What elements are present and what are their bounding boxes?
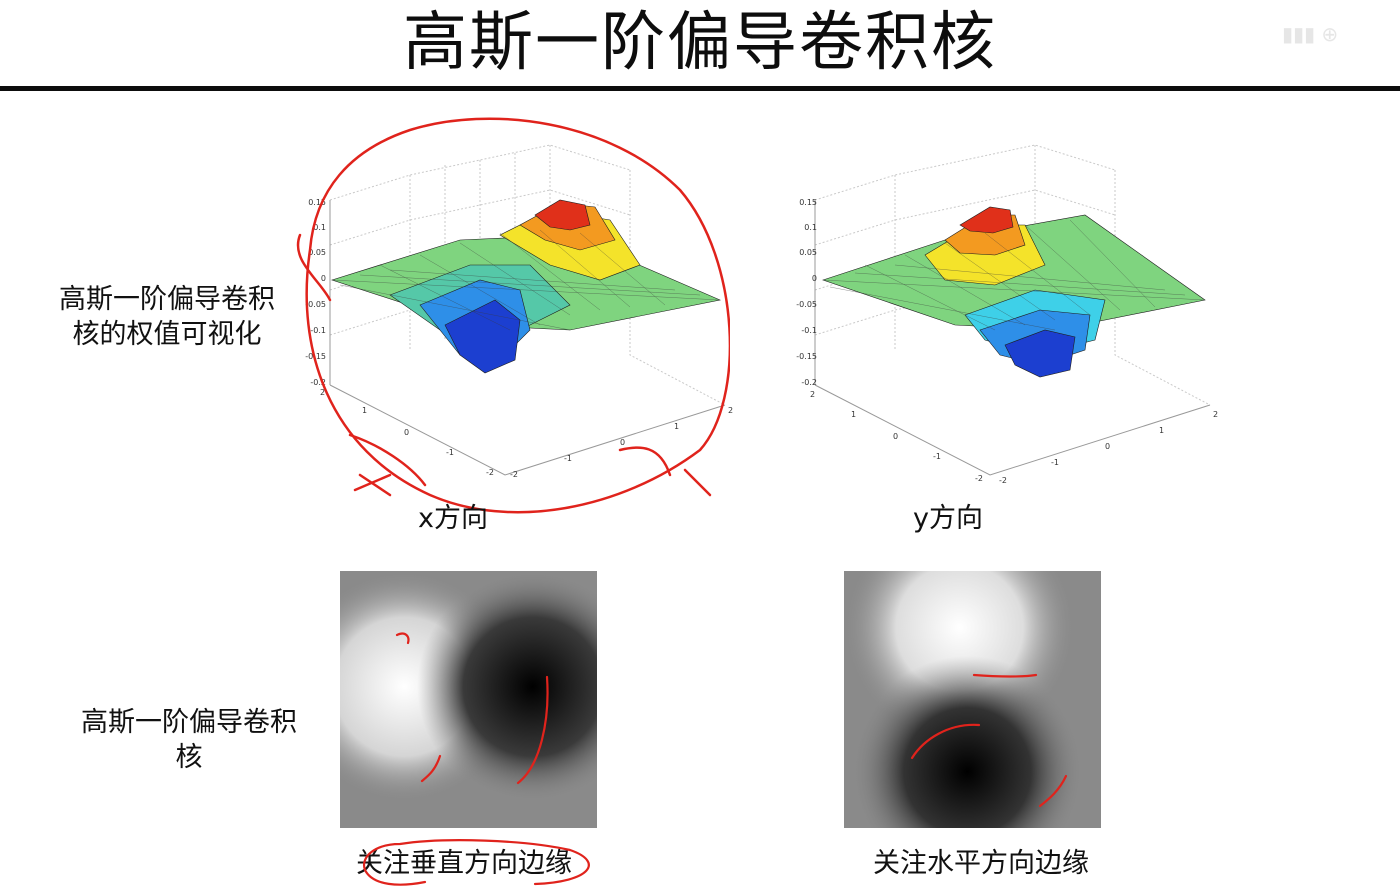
- x-tick: -1: [1051, 458, 1059, 467]
- z-tick: 0: [812, 274, 817, 283]
- row1-label: 高斯一阶偏导卷积核的权值可视化: [59, 284, 275, 350]
- caption-vertical-edges: 关注垂直方向边缘: [356, 848, 572, 879]
- x-tick: 1: [674, 422, 679, 431]
- row2-label: 高斯一阶偏导卷积核: [81, 707, 297, 773]
- title-divider: [0, 86, 1400, 91]
- z-tick: -0.1: [801, 326, 817, 335]
- kernel-image-vertical: [340, 571, 597, 828]
- x-tick: -2: [999, 476, 1007, 485]
- y-tick: 0: [404, 428, 409, 437]
- z-tick: 0.15: [308, 198, 326, 207]
- watermark-logo: ▮▮▮ ⊕: [1282, 22, 1339, 46]
- surface-plot-y: 0.15 0.1 0.05 0 -0.05 -0.1 -0.15 -0.2 2 …: [796, 144, 1218, 485]
- annotation-circle: [296, 117, 730, 514]
- surface-mesh: [822, 206, 1206, 378]
- z-tick: -0.15: [305, 352, 326, 361]
- z-axis-ticks: 0.15 0.1 0.05 0 -0.05 -0.1 -0.15 -0.2: [305, 198, 326, 387]
- caption-x-direction: x方向: [418, 503, 488, 534]
- z-tick: 0: [321, 274, 326, 283]
- caption-horizontal-edges: 关注水平方向边缘: [873, 848, 1089, 879]
- y-tick: 2: [810, 390, 815, 399]
- y-tick: 1: [362, 406, 367, 415]
- x-tick: 2: [1213, 410, 1218, 419]
- y-tick: 0: [893, 432, 898, 441]
- caption-y-direction: y方向: [913, 503, 983, 534]
- z-tick: -0.05: [796, 300, 817, 309]
- y-tick: -1: [446, 448, 454, 457]
- slide-title: 高斯一阶偏导卷积核: [403, 6, 997, 80]
- x-tick: 0: [620, 438, 625, 447]
- z-tick: -0.15: [796, 352, 817, 361]
- y-tick: -2: [975, 474, 983, 483]
- x-tick: -2: [510, 470, 518, 479]
- z-axis-ticks: 0.15 0.1 0.05 0 -0.05 -0.1 -0.15 -0.2: [796, 198, 817, 387]
- y-axis-ticks: 2 1 0 -1 -2: [320, 388, 494, 477]
- kernel-image-horizontal: [844, 571, 1101, 828]
- annotation-underline: [362, 839, 590, 886]
- z-tick: -0.05: [305, 300, 326, 309]
- x-tick: -1: [564, 454, 572, 463]
- surface-mesh: [331, 199, 721, 374]
- x-axis-ticks: -2 -1 0 1 2: [510, 406, 733, 479]
- z-tick: 0.05: [799, 248, 817, 257]
- z-tick: 0.1: [804, 223, 817, 232]
- z-tick: 0.1: [313, 223, 326, 232]
- z-tick: 0.05: [308, 248, 326, 257]
- z-tick: -0.1: [310, 326, 326, 335]
- z-tick: -0.2: [310, 378, 326, 387]
- x-axis-ticks: -2 -1 0 1 2: [999, 410, 1218, 485]
- y-axis-ticks: 2 1 0 -1 -2: [810, 390, 983, 483]
- y-tick: -1: [933, 452, 941, 461]
- z-tick: -0.2: [801, 378, 817, 387]
- y-tick: 1: [851, 410, 856, 419]
- y-tick: 2: [320, 388, 325, 397]
- y-tick: -2: [486, 468, 494, 477]
- x-tick: 1: [1159, 426, 1164, 435]
- surface-plot-x: 0.15 0.1 0.05 0 -0.05 -0.1 -0.15 -0.2 2 …: [305, 144, 733, 479]
- x-tick: 2: [728, 406, 733, 415]
- x-tick: 0: [1105, 442, 1110, 451]
- z-tick: 0.15: [799, 198, 817, 207]
